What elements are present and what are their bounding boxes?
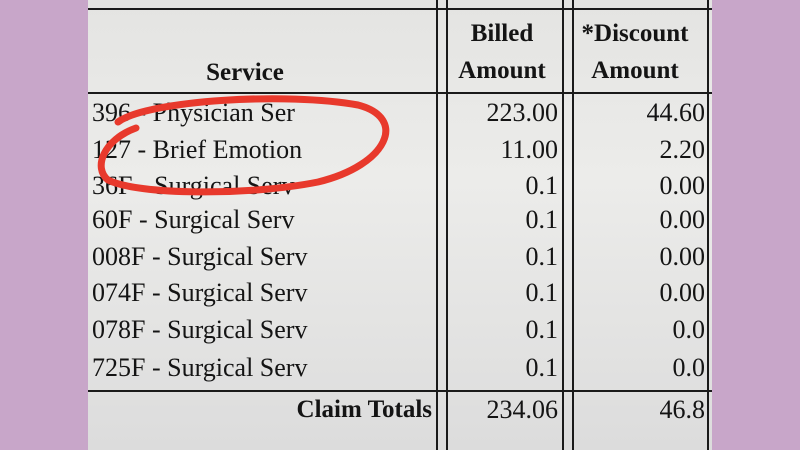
rule <box>436 0 438 450</box>
service-cell: 008F - Surgical Serv <box>92 242 308 271</box>
rule <box>446 0 448 450</box>
billed-cell: 0.1 <box>525 278 559 307</box>
rule <box>88 8 712 10</box>
billed-cell: 0.1 <box>525 205 559 234</box>
totals-label: Claim Totals <box>296 396 432 423</box>
discount-cell: 0.00 <box>659 171 706 200</box>
header-billed: Amount <box>458 57 546 84</box>
discount-cell: 0.0 <box>672 353 706 382</box>
service-cell: 725F - Surgical Serv <box>92 353 308 382</box>
service-cell: 396 - Physician Ser <box>92 98 295 127</box>
service-cell: 60F - Surgical Serv <box>92 205 295 234</box>
service-cell: 078F - Surgical Serv <box>92 315 308 344</box>
service-cell: 074F - Surgical Serv <box>92 278 308 307</box>
service-cell: 127 - Brief Emotion <box>92 135 303 164</box>
rule <box>707 0 709 450</box>
header-discount: Amount <box>591 57 679 84</box>
header-discount: *Discount <box>581 20 689 47</box>
totals-billed: 234.06 <box>486 395 559 424</box>
rule <box>572 0 574 450</box>
header-service: Service <box>206 59 284 86</box>
discount-cell: 0.0 <box>672 315 706 344</box>
billed-cell: 11.00 <box>500 135 558 164</box>
billed-cell: 0.1 <box>525 353 559 382</box>
discount-cell: 0.00 <box>659 242 706 271</box>
rule <box>88 92 712 94</box>
billed-cell: 0.1 <box>525 242 559 271</box>
header-billed: Billed <box>470 20 534 47</box>
service-cell: 36F - Surgical Serv <box>92 171 295 200</box>
discount-cell: 0.00 <box>659 278 706 307</box>
rule <box>562 0 564 450</box>
discount-cell: 44.60 <box>646 98 706 127</box>
paper-bill: Service Billed Amount *Discount Amount 396 - … <box>88 0 712 450</box>
billed-cell: 0.1 <box>525 171 559 200</box>
billed-cell: 0.1 <box>525 315 559 344</box>
discount-cell: 0.00 <box>659 205 706 234</box>
rule <box>88 390 712 392</box>
discount-cell: 2.20 <box>659 135 706 164</box>
totals-discount: 46.8 <box>659 395 706 424</box>
billed-cell: 223.00 <box>486 98 559 127</box>
